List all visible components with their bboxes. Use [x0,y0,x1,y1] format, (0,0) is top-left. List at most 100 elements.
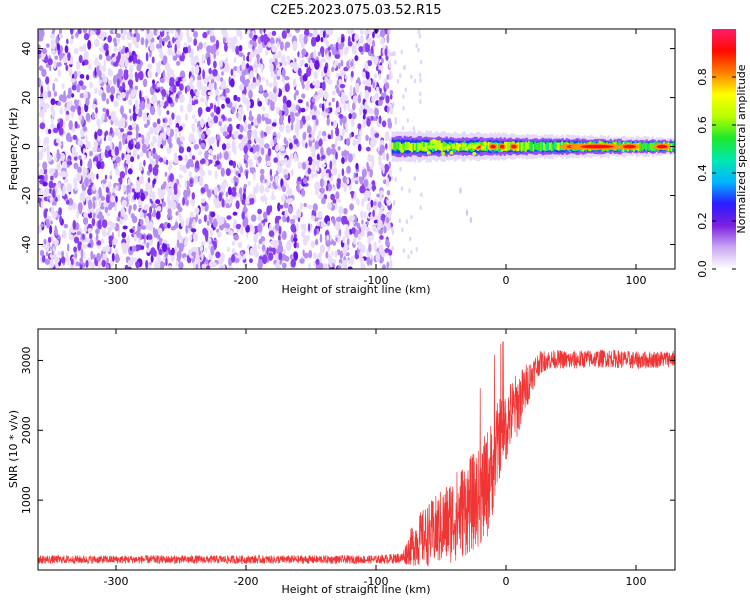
heatmap-cell [451,143,456,148]
heatmap-cell [467,144,472,149]
heatmap-cell [253,235,258,243]
heatmap-cell [235,223,242,230]
heatmap-cell [68,197,74,208]
heatmap-cell [210,211,216,218]
heatmap-cell [183,42,187,48]
heatmap-cell [286,183,290,189]
heatmap-cell [423,142,425,152]
colorbar-ticks: 0.00.20.40.60.8 [696,68,736,278]
heatmap-cell [146,242,150,249]
heatmap-cell [156,65,161,75]
heatmap-cell [286,55,291,61]
heatmap-cell [38,77,42,88]
heatmap-cell [193,99,199,105]
heatmap-cell [182,197,186,206]
heatmap-cell [334,54,340,59]
heatmap-cell [162,69,166,79]
colorbar-tick-label: 0.0 [696,260,709,278]
heatmap-cell [278,235,281,242]
heatmap-cell [130,213,135,219]
heatmap-cell [166,147,172,154]
heatmap-cell [368,108,374,115]
heatmap-cell [325,29,331,35]
heatmap-cell [388,249,393,256]
heatmap-cell [538,142,541,152]
heatmap-cell [73,71,78,80]
heatmap-cell [174,30,178,39]
heatmap-cell [288,137,292,142]
heatmap-cell [276,215,282,220]
heatmap-cell [289,254,293,260]
heatmap-cell [215,160,221,166]
heatmap-cell [178,131,182,137]
heatmap-cell [98,54,103,60]
heatmap-cell [326,234,330,241]
heatmap-cell [217,96,220,107]
heatmap-cell [150,105,156,116]
heatmap-cell [194,160,199,169]
heatmap-cell [317,51,321,57]
heatmap-cell [49,65,52,72]
y-tick-label: 40 [20,42,33,56]
heatmap-cell [328,257,333,262]
heatmap-cell [315,258,320,265]
heatmap-cell [159,77,165,83]
heatmap-cell [376,251,379,256]
heatmap-cell [166,243,170,248]
heatmap-cell [125,165,128,176]
heatmap-cell [364,101,368,110]
heatmap-cell [71,152,77,157]
heatmap-cell [46,154,53,162]
heatmap-cell [90,172,95,181]
heatmap-cell [175,132,178,140]
heatmap-cell [219,152,222,160]
heatmap-cell [209,31,215,37]
heatmap-cell [267,31,273,39]
heatmap-cell [301,48,307,56]
heatmap-cell [401,227,404,233]
heatmap-cell [362,119,367,128]
heatmap-cell [410,74,413,80]
heatmap-cell [101,160,105,170]
heatmap-cell [113,47,119,52]
heatmap-cell [165,126,171,136]
heatmap-cell [361,219,364,225]
heatmap-cell [76,83,81,93]
heatmap-cell [339,69,345,77]
heatmap-cell [207,116,211,123]
heatmap-cell [419,91,422,97]
heatmap-cell [179,183,182,188]
heatmap-cell [344,128,348,133]
heatmap-cell [379,87,383,95]
heatmap-cell [139,103,143,109]
y-tick-label: 3000 [20,346,33,374]
heatmap-cell [209,260,214,267]
heatmap-cell [150,247,156,256]
heatmap-cell [153,228,159,238]
heatmap-cell [135,42,139,49]
heatmap-cell [242,218,248,228]
heatmap-cell [424,142,427,152]
heatmap-cell [40,29,45,38]
heatmap-cell [52,29,56,34]
heatmap-cell [189,178,193,185]
heatmap-cell [231,241,235,246]
heatmap-cell [330,193,335,201]
heatmap-cell [321,52,325,58]
heatmap-cell [112,238,118,246]
heatmap-cell [98,187,102,196]
heatmap-cell [336,107,341,113]
heatmap-cell [133,257,138,262]
heatmap-cell [304,160,309,165]
heatmap-cell [386,190,391,196]
heatmap-cell [244,120,248,129]
heatmap-cell [176,250,182,260]
heatmap-cell [62,55,68,64]
heatmap-cell [38,162,41,167]
heatmap-cell [472,145,476,149]
heatmap-cell [218,114,221,120]
heatmap-cell [145,259,149,269]
heatmap-cell [116,216,121,222]
heatmap-cell [213,186,219,195]
heatmap-cell [272,81,278,89]
